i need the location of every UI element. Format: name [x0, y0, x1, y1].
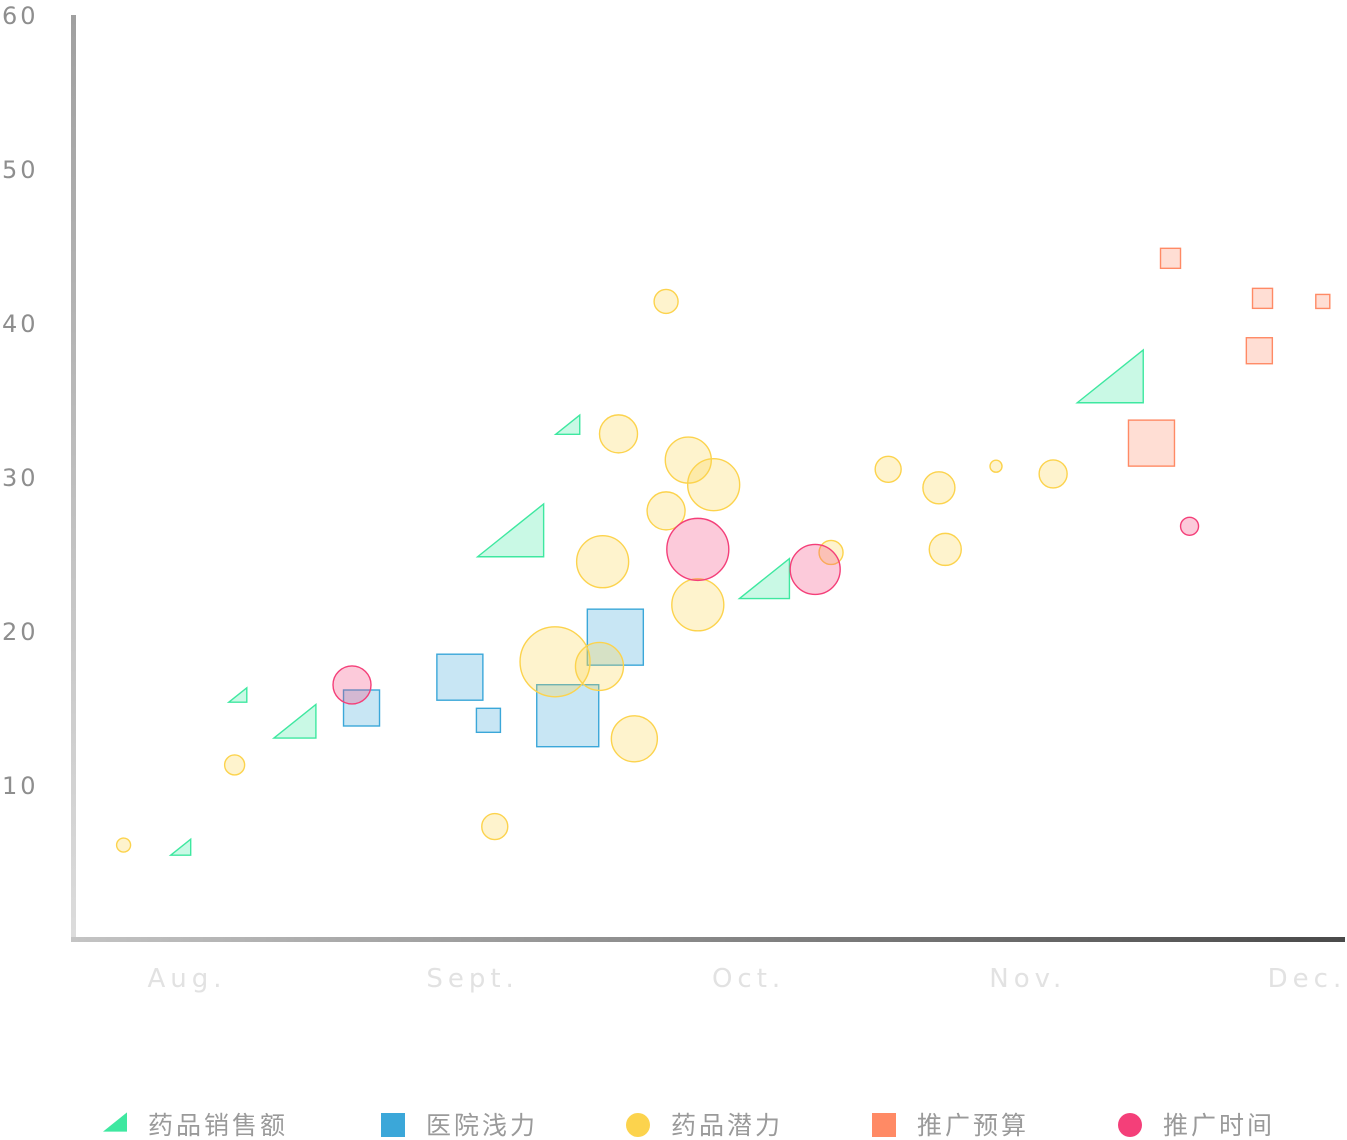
circle-marker [928, 532, 962, 567]
y-tick-label: 20 [2, 618, 39, 646]
legend-item[interactable]: 医院浅力 [381, 1111, 538, 1140]
circle-legend-icon [626, 1113, 650, 1137]
x-tick-label: Dec. [1268, 964, 1347, 994]
circle-marker [1179, 516, 1200, 536]
y-tick-label: 10 [2, 772, 39, 800]
legend-label: 医院浅力 [426, 1111, 538, 1140]
triangle-marker [553, 413, 581, 436]
circle-marker [598, 414, 639, 454]
circle-marker [989, 459, 1003, 473]
circle-marker [332, 665, 372, 705]
legend-label: 推广预算 [917, 1111, 1029, 1140]
x-tick-label: Nov. [989, 964, 1066, 994]
data-marks [115, 247, 1331, 856]
square-legend-icon [872, 1113, 896, 1137]
y-tick-label: 50 [2, 156, 39, 184]
triangle-marker [737, 557, 791, 600]
triangle-marker [1075, 348, 1144, 404]
x-tick-label: Aug. [148, 964, 227, 994]
square-marker [436, 653, 484, 701]
triangle-marker [271, 702, 317, 739]
square-marker [475, 707, 502, 734]
legend-item[interactable]: 药品潜力 [626, 1111, 783, 1140]
square-marker [1245, 337, 1274, 365]
circle-marker [666, 517, 730, 582]
triangle-legend-icon [103, 1112, 127, 1132]
circle-marker [653, 288, 679, 315]
circle-marker [646, 491, 686, 531]
square-marker [1315, 293, 1331, 310]
triangle-marker [475, 502, 545, 558]
series-circle [115, 288, 1068, 853]
legend[interactable]: 药品销售额 医院浅力 药品潜力 推广预算 推广时间 [103, 1111, 1275, 1140]
square-legend-icon [381, 1113, 405, 1137]
circle-marker [610, 715, 659, 763]
square-marker [586, 608, 645, 666]
circle-marker [874, 455, 902, 483]
series-square [342, 608, 645, 748]
y-axis-ticks: 10 20 30 40 50 60 [2, 2, 39, 800]
legend-label: 药品销售额 [148, 1111, 288, 1140]
circle-marker [686, 458, 741, 512]
series-circle [332, 516, 1200, 705]
y-axis-line [71, 15, 76, 939]
x-axis-ticks: Aug. Sept. Oct. Nov. Dec. [148, 964, 1347, 994]
legend-item[interactable]: 推广时间 [1118, 1111, 1275, 1140]
series-triangle [168, 348, 1144, 856]
circle-marker [575, 535, 630, 589]
x-axis-line [71, 937, 1345, 942]
legend-item[interactable]: 药品销售额 [103, 1111, 288, 1140]
series-square [1127, 247, 1331, 467]
axes [71, 15, 1345, 942]
circle-marker [519, 626, 591, 698]
triangle-marker [168, 837, 192, 856]
x-tick-label: Oct. [712, 964, 785, 994]
circle-marker [574, 641, 625, 692]
square-marker [1159, 247, 1182, 270]
circle-marker [481, 812, 509, 841]
legend-label: 推广时间 [1163, 1111, 1275, 1140]
y-tick-label: 30 [2, 464, 39, 492]
square-marker [1127, 419, 1176, 467]
y-tick-label: 60 [2, 2, 39, 30]
circle-marker [922, 471, 956, 505]
square-marker [342, 689, 381, 727]
circle-marker [789, 543, 841, 596]
square-marker [1251, 287, 1274, 310]
x-tick-label: Sept. [426, 964, 518, 994]
triangle-marker [226, 686, 248, 703]
legend-item[interactable]: 推广预算 [872, 1111, 1029, 1140]
grid-lines [76, 14, 1346, 939]
circle-marker [115, 837, 132, 853]
legend-label: 药品潜力 [671, 1111, 783, 1140]
y-tick-label: 40 [2, 310, 39, 338]
circle-marker [223, 754, 246, 776]
circle-marker [1038, 459, 1068, 489]
circle-legend-icon [1118, 1113, 1142, 1137]
circle-marker [671, 578, 725, 632]
